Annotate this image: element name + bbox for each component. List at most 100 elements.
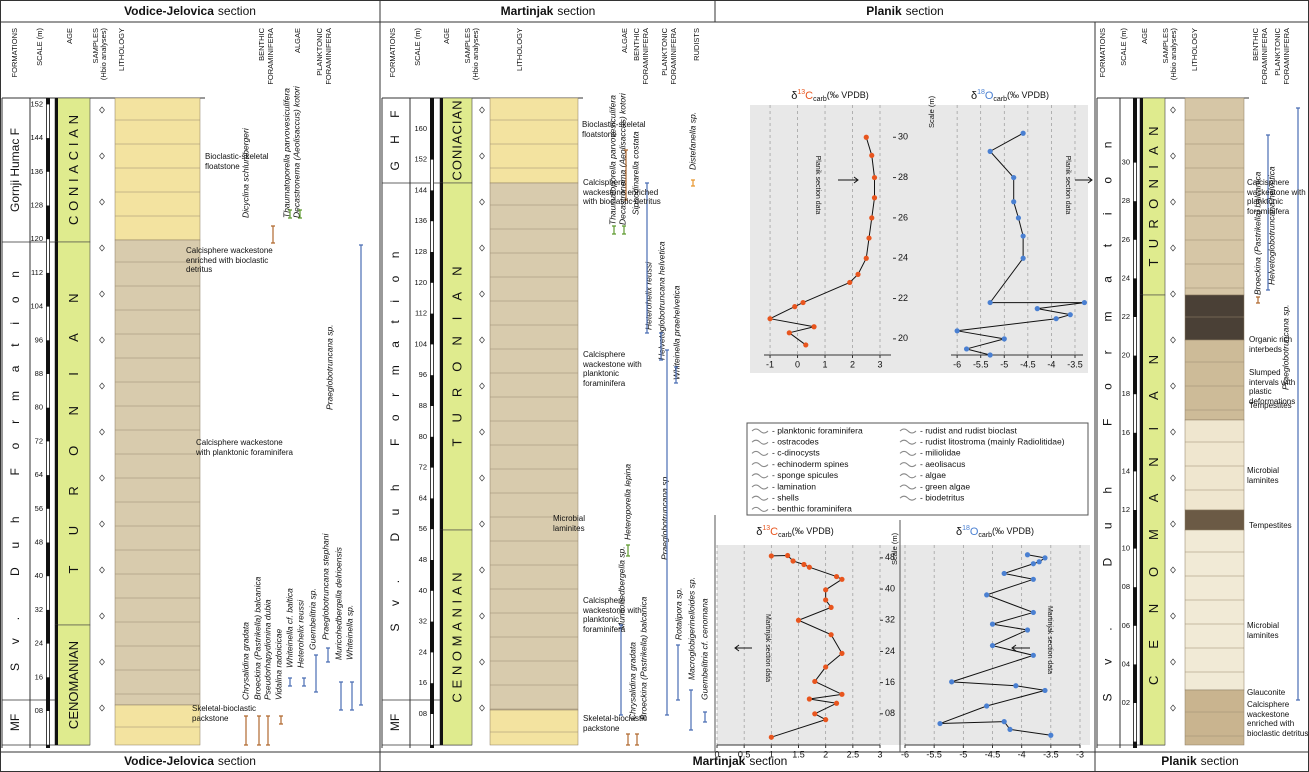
sample-marker [100,107,105,113]
sample-marker [100,245,105,251]
x-tick-label: -5 [959,749,967,759]
column-header: FORMATIONS [1098,28,1107,77]
section-name: Martinjak [501,4,554,18]
scale-label: 144 [414,185,427,194]
chart-title: δ13Ccarb(‰ VPDB) [791,89,869,103]
legend-label: - c-dinocysts [772,448,820,458]
column-header: LITHOLOGY [117,28,126,71]
scale-label: 56 [35,504,43,513]
sample-marker [480,199,485,205]
x-tick-label: 3 [877,359,882,369]
data-point [807,565,812,570]
scale-gap [47,104,49,138]
title-unit: (‰ VPDB) [1007,90,1049,100]
footer-suffix: section [218,754,256,768]
scale-gap [431,344,433,375]
column-header: FORAMINIFERA [641,28,650,85]
scale-label: 72 [35,436,43,445]
taxon-name: Guembelitria sp. [307,588,317,650]
scale-label: 10 [1122,544,1130,553]
scale-label: 48 [419,555,427,564]
taxon-range [626,545,630,556]
lithology-description: Tempestites [1249,401,1309,411]
taxon-name: Vidalina radoicicae [273,629,283,700]
column-header: PLANKTONIC [315,27,324,75]
data-point [1016,215,1021,220]
data-point [949,679,954,684]
data-point [1025,552,1030,557]
scale-label: 18 [1122,389,1130,398]
data-point [1054,316,1059,321]
data-point [839,692,844,697]
scale-label: 16 [419,678,427,687]
sample-marker [1171,659,1176,665]
data-point [872,195,877,200]
column-header: (Hbio analyses) [99,28,108,81]
legend-label: - rudist litostroma (mainly Radiolitidae… [920,436,1065,446]
age-band [440,183,472,530]
taxon-range [359,245,363,705]
taxon-range [703,712,707,722]
taxon-range [288,678,292,686]
taxon-name: Distefanella sp. [687,112,697,170]
legend-label: - sponge spicules [772,470,838,480]
y-axis-label: Scale (m) [927,95,936,128]
data-point [1013,683,1018,688]
lithology-band [115,98,200,240]
formation-label: Gornji Humac F [8,128,22,212]
sample-marker [100,429,105,435]
y-tick-label: 16 [885,677,895,687]
taxon-name: Heterohelix reussi [295,599,305,668]
lithology-description: Tempestites [1249,521,1309,531]
scale-label: 24 [35,639,43,648]
taxon-name: Praeglobotruncana sp. [659,474,669,560]
section-name: Planik [866,4,902,18]
data-point [800,300,805,305]
scale-label: 96 [35,335,43,344]
data-point [767,316,772,321]
data-point [990,643,995,648]
x-tick-label: 2.5 [847,749,860,759]
sample-marker [480,705,485,711]
data-point [1002,571,1007,576]
taxon-range [612,226,616,234]
sample-marker [100,475,105,481]
scale-gap [47,374,49,408]
sample-marker [100,199,105,205]
sample-marker [1171,705,1176,711]
sample-marker [100,567,105,573]
taxon-range [339,682,343,710]
lithology-band [1185,98,1244,295]
x-tick-label: 2 [823,749,828,759]
taxon-range [622,226,626,234]
scale-label: 56 [419,524,427,533]
lithology-description: Skeletal-bioclastic packstone [192,704,272,723]
column-header: BENTHIC [632,27,641,61]
scale-label: 26 [1122,235,1130,244]
column-header: FORMATIONS [388,28,397,77]
data-point [1042,688,1047,693]
data-point [964,346,969,351]
column-header: AGE [442,28,451,44]
sample-marker [480,521,485,527]
scale-gap [47,644,49,678]
data-point [769,553,774,558]
taxon-range [350,682,354,710]
column-header: FORAMINIFERA [1260,28,1269,85]
data-point [839,577,844,582]
y-axis-label: Scale (m) [890,532,899,565]
data-point [866,235,871,240]
sample-marker [1171,383,1176,389]
title-sub: carb [993,96,1007,103]
taxon-name: Guembelitria cf. cenomana [699,598,709,700]
martinjak-data-bg [717,545,1090,745]
data-point [1048,733,1053,738]
scale-label: 96 [419,370,427,379]
scale-label: 136 [414,216,427,225]
legend-label: - biodetritus [920,492,964,502]
column-header: (Hbio analyses) [1169,28,1178,81]
taxon-name: Thaumatoporella parvovesiculifera [281,88,291,218]
column-header: FORAMINIFERA [1282,28,1291,85]
scale-gap [1134,240,1136,279]
chart-title: δ13Ccarb(‰ VPDB) [756,525,834,539]
